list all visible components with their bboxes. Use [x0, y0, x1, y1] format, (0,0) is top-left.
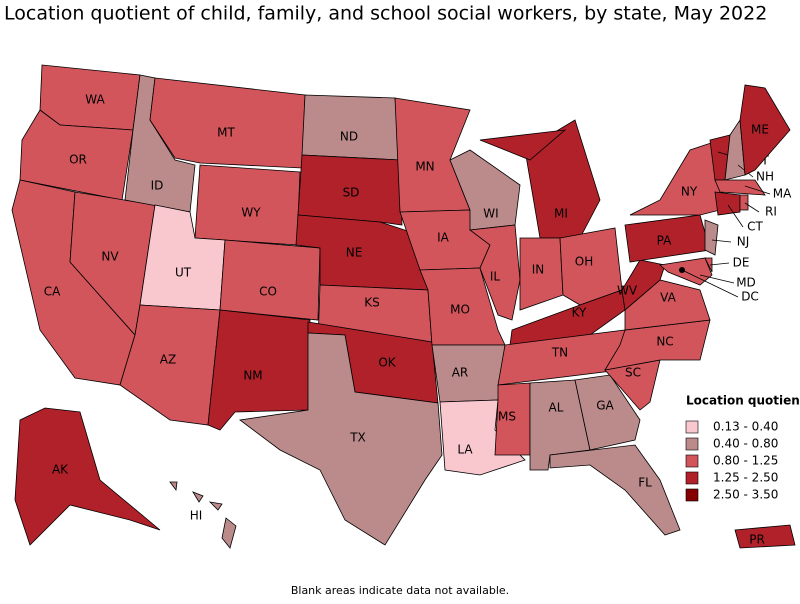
state-label: UT: [175, 266, 192, 280]
state-label: PR: [749, 533, 765, 547]
state-label: DE: [733, 256, 750, 270]
state-shape: [549, 444, 681, 536]
state-label: VA: [660, 291, 676, 305]
state-label: NJ: [737, 235, 750, 249]
state-shape: [734, 524, 796, 549]
state-label: WI: [483, 207, 498, 221]
state-label: CT: [747, 220, 763, 234]
state-label: HI: [190, 509, 203, 523]
legend-label: 0.40 - 0.80: [713, 437, 778, 451]
state-label: NC: [656, 335, 673, 349]
state-shape: [221, 517, 237, 549]
state-shape: [169, 481, 178, 492]
state-label: RI: [765, 205, 777, 219]
state-shape: [574, 374, 641, 451]
state-label: TX: [349, 431, 366, 445]
state-shape: [494, 382, 531, 456]
map-title: Location quotient of child, family, and …: [4, 3, 767, 25]
legend-swatch: [685, 454, 699, 468]
state-shape: [238, 332, 443, 546]
state-label: MS: [498, 410, 516, 424]
legend-label: 0.80 - 1.25: [713, 454, 778, 468]
state-shape: [714, 179, 766, 196]
state-label: MD: [736, 276, 756, 290]
state-label: OH: [575, 255, 593, 269]
state-label: KY: [572, 306, 587, 320]
leader-line: [699, 274, 735, 284]
leader-line: [744, 202, 760, 213]
legend-label: 1.25 - 2.50: [713, 471, 778, 485]
state-label: AK: [52, 463, 69, 477]
state-label: ID: [151, 179, 164, 193]
state-shape: [149, 77, 306, 169]
state-shape: [207, 309, 311, 431]
state-label: IL: [490, 270, 501, 284]
state-shape: [468, 224, 521, 321]
state-label: NE: [346, 246, 363, 260]
state-label: TN: [551, 346, 568, 360]
state-label: NH: [756, 170, 774, 184]
leader-line: [727, 204, 744, 228]
state-label: LA: [457, 443, 473, 457]
state-label: CO: [259, 285, 277, 299]
state-shape: [739, 194, 749, 211]
legend-swatch: [685, 437, 699, 451]
legend-label: 0.13 - 0.40: [713, 420, 778, 434]
state-shape: [621, 259, 666, 311]
leader-line: [709, 262, 730, 266]
state-shape: [14, 407, 161, 546]
footnote: Blank areas indicate data not available.: [291, 584, 509, 597]
state-label: MA: [773, 187, 792, 201]
state-label: WV: [617, 284, 638, 298]
state-shape: [219, 239, 321, 321]
state-label: ND: [340, 130, 358, 144]
state-label: IA: [437, 231, 450, 245]
state-label: SC: [625, 366, 641, 380]
state-shape: [704, 219, 719, 256]
legend-swatch: [685, 488, 699, 502]
state-label: AL: [549, 401, 564, 415]
state-label: NY: [681, 185, 698, 199]
state-label: MI: [554, 207, 568, 221]
state-label: MN: [415, 160, 434, 174]
state-label: AR: [452, 366, 469, 380]
state-shape: [394, 97, 471, 213]
state-label: OK: [378, 356, 396, 370]
state-shape: [524, 119, 601, 239]
state-shape: [301, 94, 401, 161]
state-shape: [431, 344, 506, 403]
state-label: MT: [217, 126, 235, 140]
state-shape: [192, 491, 204, 503]
state-label: ME: [751, 123, 769, 137]
state-label: FL: [638, 476, 652, 490]
legend-swatch: [685, 420, 699, 434]
state-label: GA: [596, 399, 614, 413]
state-label: KS: [364, 296, 380, 310]
state-label: OR: [69, 153, 87, 167]
state-label: WA: [85, 93, 105, 107]
state-shape: [297, 154, 403, 226]
legend-label: 2.50 - 3.50: [713, 488, 778, 502]
state-label: DC: [741, 290, 759, 304]
state-label: PA: [657, 234, 672, 248]
state-label: CA: [44, 285, 61, 299]
state-label: NV: [101, 250, 119, 264]
state-label: MO: [450, 303, 470, 317]
state-shape: [208, 501, 223, 511]
state-shape: [714, 191, 741, 216]
state-shape: [479, 129, 567, 161]
leader-line: [711, 239, 732, 243]
state-label: WY: [241, 206, 261, 220]
state-label: NM: [243, 369, 262, 383]
state-shape: [739, 84, 791, 176]
state-label: IN: [532, 263, 545, 277]
leader-line: [681, 269, 739, 298]
state-label: AZ: [160, 353, 176, 367]
state-shape: [629, 139, 721, 216]
legend-swatch: [685, 471, 699, 485]
legend-title: Location quotient: [686, 394, 800, 408]
state-label: SD: [343, 186, 360, 200]
leader-line: [744, 185, 771, 195]
